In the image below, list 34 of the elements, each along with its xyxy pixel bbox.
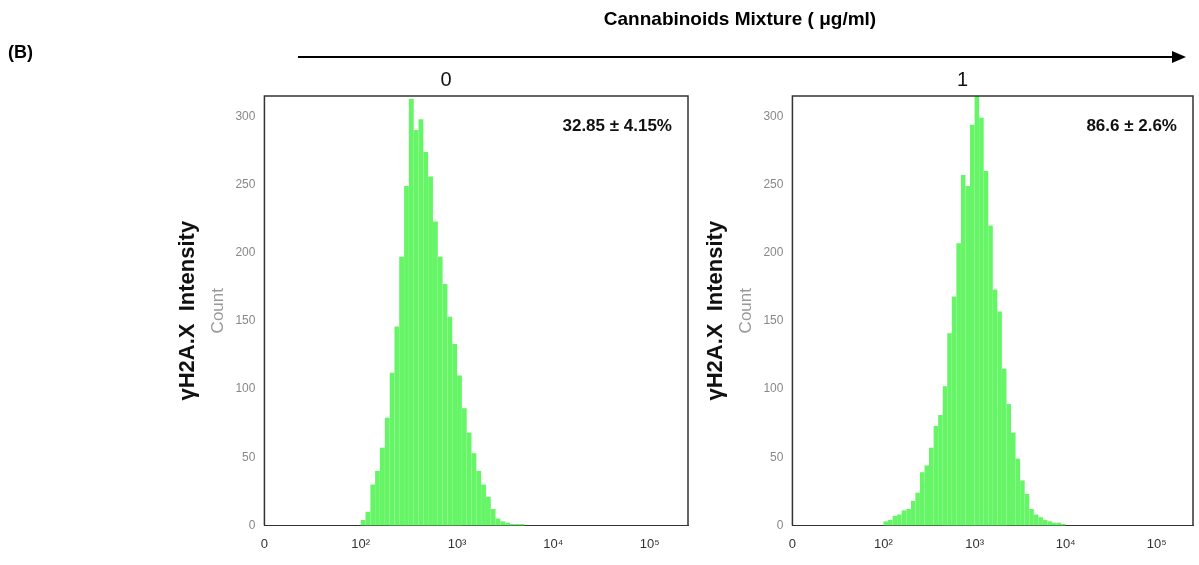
x-tick-label: 10⁴ [1055, 535, 1076, 551]
y-tick-label: 250 [763, 176, 784, 191]
y-tick-label: 200 [763, 245, 784, 260]
annotation: 86.6 ± 2.6% [1086, 116, 1177, 136]
y-tick-label: 0 [248, 517, 256, 532]
y-tick-label: 50 [242, 449, 256, 464]
y-tick-label: 300 [235, 108, 256, 123]
y-tick-label: 150 [235, 313, 256, 328]
text: Cannabinoids Mixture ( μg/ml) [602, 8, 878, 30]
x-tick-label: 0 [788, 535, 797, 551]
y-tick-label: 250 [235, 176, 256, 191]
x-tick-label: 10³ [447, 535, 468, 551]
x-tick-label: 10⁴ [543, 535, 564, 551]
text: γH2A.X Intensity [174, 220, 200, 401]
text: γH2A.X Intensity [702, 220, 728, 401]
x-tick-label: 0 [260, 535, 269, 551]
y-tick-label: 50 [770, 449, 784, 464]
x-tick-label: 10² [351, 535, 371, 551]
x-tick-label: 10² [874, 535, 894, 551]
chart-title: 1 [956, 67, 969, 90]
chart-title: 0 [440, 67, 452, 90]
text: (B) [8, 42, 33, 63]
y-axis-title: Count [735, 287, 755, 334]
y-tick-label: 150 [763, 313, 784, 328]
y-tick-label: 200 [235, 245, 256, 260]
y-tick-label: 100 [235, 381, 256, 396]
y-tick-label: 0 [776, 517, 784, 532]
x-tick-label: 10³ [965, 535, 985, 551]
x-tick-label: 10⁵ [639, 535, 660, 551]
annotation: 32.85 ± 4.15% [562, 116, 672, 136]
x-tick-label: 10⁵ [1146, 535, 1167, 551]
y-axis-title: Count [207, 287, 227, 334]
y-tick-label: 100 [763, 381, 784, 396]
y-tick-label: 300 [763, 108, 784, 123]
